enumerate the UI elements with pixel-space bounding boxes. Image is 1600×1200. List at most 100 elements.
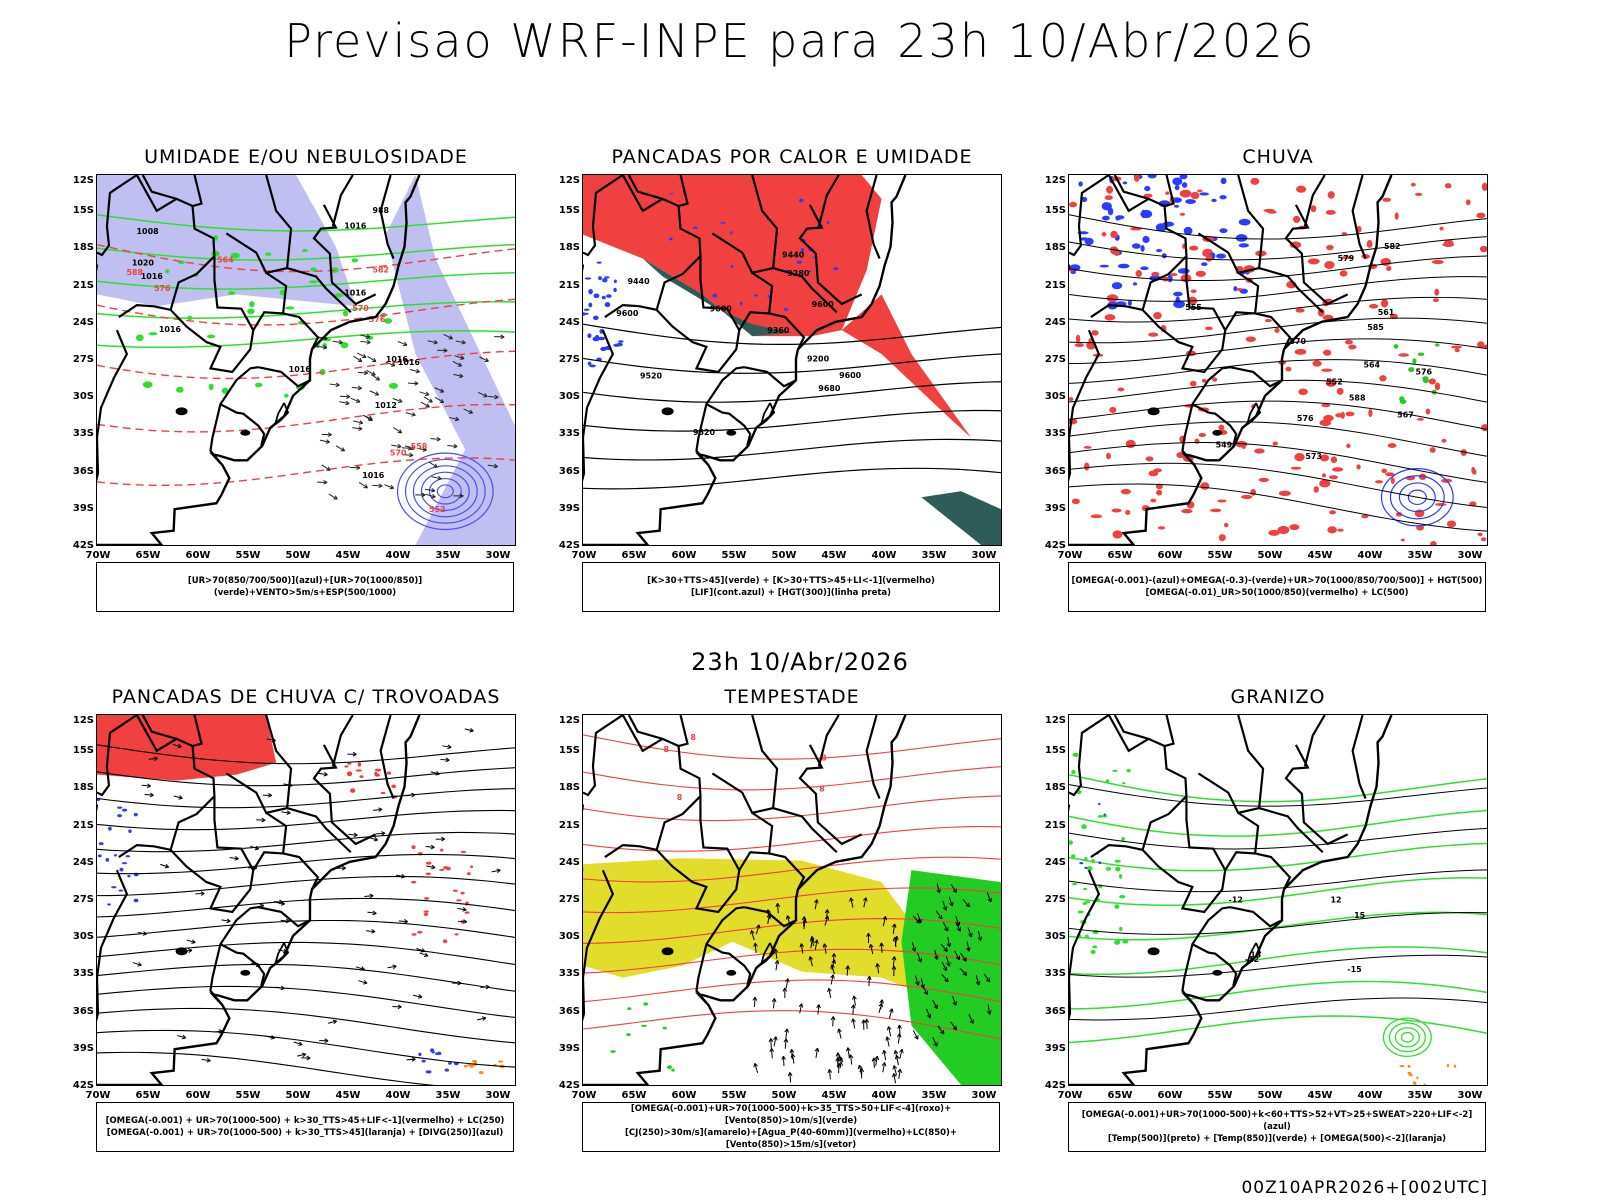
panel-title: GRANIZO bbox=[1230, 686, 1326, 708]
lat-tick-label: 27S bbox=[72, 894, 94, 905]
lat-tick-label: 24S bbox=[1044, 856, 1066, 868]
lon-tick-label: 35W bbox=[921, 550, 947, 561]
contour-label: 8 bbox=[821, 753, 827, 762]
lat-tick-label: 30S bbox=[72, 931, 94, 943]
panel-title: UMIDADE E/OU NEBULOSIDADE bbox=[144, 146, 468, 168]
lon-tick-label: 45W bbox=[335, 1090, 361, 1101]
lat-tick-label: 21S bbox=[558, 279, 580, 291]
contour-label: 1012 bbox=[375, 401, 397, 410]
lon-tick-label: 45W bbox=[1307, 1090, 1333, 1101]
lon-tick-label: 55W bbox=[721, 550, 747, 561]
panel-tempestade[interactable]: TEMPESTADE 8 8 8 8 8 12S 15S 18S 21S 24S 27S 30S 33S 3… bbox=[524, 686, 1004, 1166]
contour-label: 567 bbox=[1397, 410, 1414, 419]
contour-label: 8 bbox=[819, 784, 825, 793]
lat-tick-label: 12S bbox=[1044, 175, 1066, 186]
contour-label: 582 bbox=[1384, 242, 1401, 251]
lat-tick-label: 15S bbox=[72, 205, 94, 217]
contour-label: 8 bbox=[677, 793, 683, 802]
lon-tick-label: 55W bbox=[1207, 550, 1233, 561]
panel-umidade[interactable]: UMIDADE E/OU NEBULOSIDADE 1016 1016 1016 101… bbox=[38, 146, 518, 626]
contour-label: 588 bbox=[127, 268, 144, 277]
lat-tick-label: 15S bbox=[558, 205, 580, 217]
lat-tick-label: 15S bbox=[72, 745, 94, 757]
lat-tick-label: 33S bbox=[558, 968, 580, 980]
lat-tick-label: 27S bbox=[558, 354, 580, 365]
lat-tick-label: 42S bbox=[558, 540, 580, 551]
legend-line: [LIF](cont.azul) + [HGT(300)](linha pret… bbox=[690, 588, 892, 598]
lon-tick-label: 65W bbox=[1107, 1090, 1133, 1101]
contour-label: 558 bbox=[411, 442, 428, 451]
lon-tick-label: 60W bbox=[671, 1090, 697, 1101]
contour-label: 15 bbox=[1354, 911, 1365, 920]
contour-label: 9280 bbox=[787, 269, 810, 278]
lat-tick-label: 21S bbox=[1044, 819, 1066, 831]
contour-label: 12 bbox=[1331, 895, 1342, 904]
lon-tick-label: 50W bbox=[1257, 1090, 1283, 1101]
contour-label: 552 bbox=[429, 505, 446, 514]
map-canvas[interactable]: 8 8 8 8 8 bbox=[582, 714, 1002, 1086]
lon-tick-label: 30W bbox=[485, 550, 511, 561]
map-canvas[interactable]: 9680 9680 9600 9600 9600 9520 9520 9440 9440 9360… bbox=[582, 174, 1002, 546]
lon-tick-label: 50W bbox=[285, 550, 311, 561]
contour-label: 576 bbox=[369, 315, 386, 324]
map-svg: 8 8 8 8 8 bbox=[583, 715, 1001, 1085]
legend-line: [OMEGA(-0.001)-(azul)+OMEGA(-0.3)-(verde… bbox=[1071, 576, 1483, 586]
panel-title: TEMPESTADE bbox=[724, 686, 860, 708]
lat-tick-label: 42S bbox=[72, 540, 94, 551]
contour-label: 570 bbox=[1290, 337, 1307, 346]
contour-label: 9440 bbox=[628, 277, 651, 286]
contour-label: 1016 bbox=[344, 222, 367, 231]
map-canvas[interactable]: -15 -12 -12 15 12 13 bbox=[1068, 714, 1488, 1086]
contour-label: 570 bbox=[352, 304, 369, 313]
map-canvas[interactable]: 1016 1016 1016 1016 1016 1020 1016 1012 1016 1016… bbox=[96, 174, 516, 546]
legend-line: [OMEGA(-0.001)+UR>70(1000-500)+k>35_TTS>… bbox=[630, 1104, 952, 1126]
contour-label: 576 bbox=[1297, 414, 1314, 423]
contour-label: 582 bbox=[372, 266, 389, 275]
lat-tick-label: 18S bbox=[1044, 242, 1066, 254]
contour-label: 576 bbox=[1415, 368, 1432, 377]
lat-tick-label: 39S bbox=[558, 1042, 580, 1054]
lat-tick-label: 33S bbox=[72, 428, 94, 440]
lat-tick-label: 36S bbox=[72, 465, 94, 477]
lon-tick-label: 60W bbox=[185, 1090, 211, 1101]
contour-label: 1016 bbox=[289, 365, 312, 374]
contour-label: 1016 bbox=[141, 272, 164, 281]
lon-tick-label: 40W bbox=[385, 550, 411, 561]
lat-tick-label: 30S bbox=[72, 391, 94, 403]
contour-label: 588 bbox=[1349, 394, 1366, 403]
lat-tick-label: 27S bbox=[72, 354, 94, 365]
panel-pancadas-calor[interactable]: PANCADAS POR CALOR E UMIDADE 9680 9680 9600… bbox=[524, 146, 1004, 626]
lon-tick-label: 35W bbox=[435, 550, 461, 561]
contour-label: 9600 bbox=[839, 371, 862, 380]
map-svg: 5855825885795765765735705675645615555525… bbox=[1069, 175, 1487, 545]
lat-tick-label: 15S bbox=[558, 745, 580, 757]
lon-tick-label: 50W bbox=[285, 1090, 311, 1101]
panel-legend: [OMEGA(-0.001) + UR>70(1000-500) + k>30_… bbox=[96, 1102, 514, 1152]
map-canvas[interactable] bbox=[96, 714, 516, 1086]
map-canvas[interactable]: 585 582 588 579 576 576 573 570 567 564 561 555 552 5… bbox=[1068, 174, 1488, 546]
lat-tick-label: 24S bbox=[1044, 316, 1066, 328]
contour-label: 1016 bbox=[344, 288, 367, 297]
lon-tick-label: 30W bbox=[1457, 550, 1483, 561]
panel-chuva[interactable]: CHUVA 585 582 588 579 576 576 573 570 567 564 561 55… bbox=[1010, 146, 1490, 626]
lat-tick-label: 33S bbox=[1044, 428, 1066, 440]
lon-tick-label: 65W bbox=[621, 1090, 647, 1101]
lat-tick-label: 42S bbox=[72, 1080, 94, 1091]
lat-tick-label: 39S bbox=[72, 1042, 94, 1054]
map-svg: 1016101610161016101610201016101210161016… bbox=[97, 175, 515, 545]
lon-tick-label: 30W bbox=[971, 1090, 997, 1101]
lat-tick-label: 39S bbox=[558, 502, 580, 514]
lat-tick-label: 15S bbox=[1044, 205, 1066, 217]
contour-label: 9520 bbox=[640, 372, 663, 381]
contour-label: 9600 bbox=[812, 300, 835, 309]
panel-granizo[interactable]: GRANIZO -15 -12 -12 15 12 13 12S 15S 18S 21S 24S 27S… bbox=[1010, 686, 1490, 1166]
contour-label: 585 bbox=[1367, 323, 1384, 332]
lon-tick-label: 35W bbox=[921, 1090, 947, 1101]
contour-label: 1008 bbox=[137, 227, 160, 236]
run-timestamp: 00Z10APR2026+[002UTC] bbox=[1241, 1178, 1488, 1198]
panel-pancadas-trovoadas[interactable]: PANCADAS DE CHUVA C/ TROVOADAS 12S 15S 18S 2… bbox=[38, 686, 518, 1166]
lat-tick-label: 30S bbox=[1044, 931, 1066, 943]
contour-label: 576 bbox=[154, 284, 171, 293]
lat-tick-label: 33S bbox=[1044, 968, 1066, 980]
legend-line: [OMEGA(-0.01)_UR>50(1000/850)(vermelho) … bbox=[1145, 588, 1409, 598]
